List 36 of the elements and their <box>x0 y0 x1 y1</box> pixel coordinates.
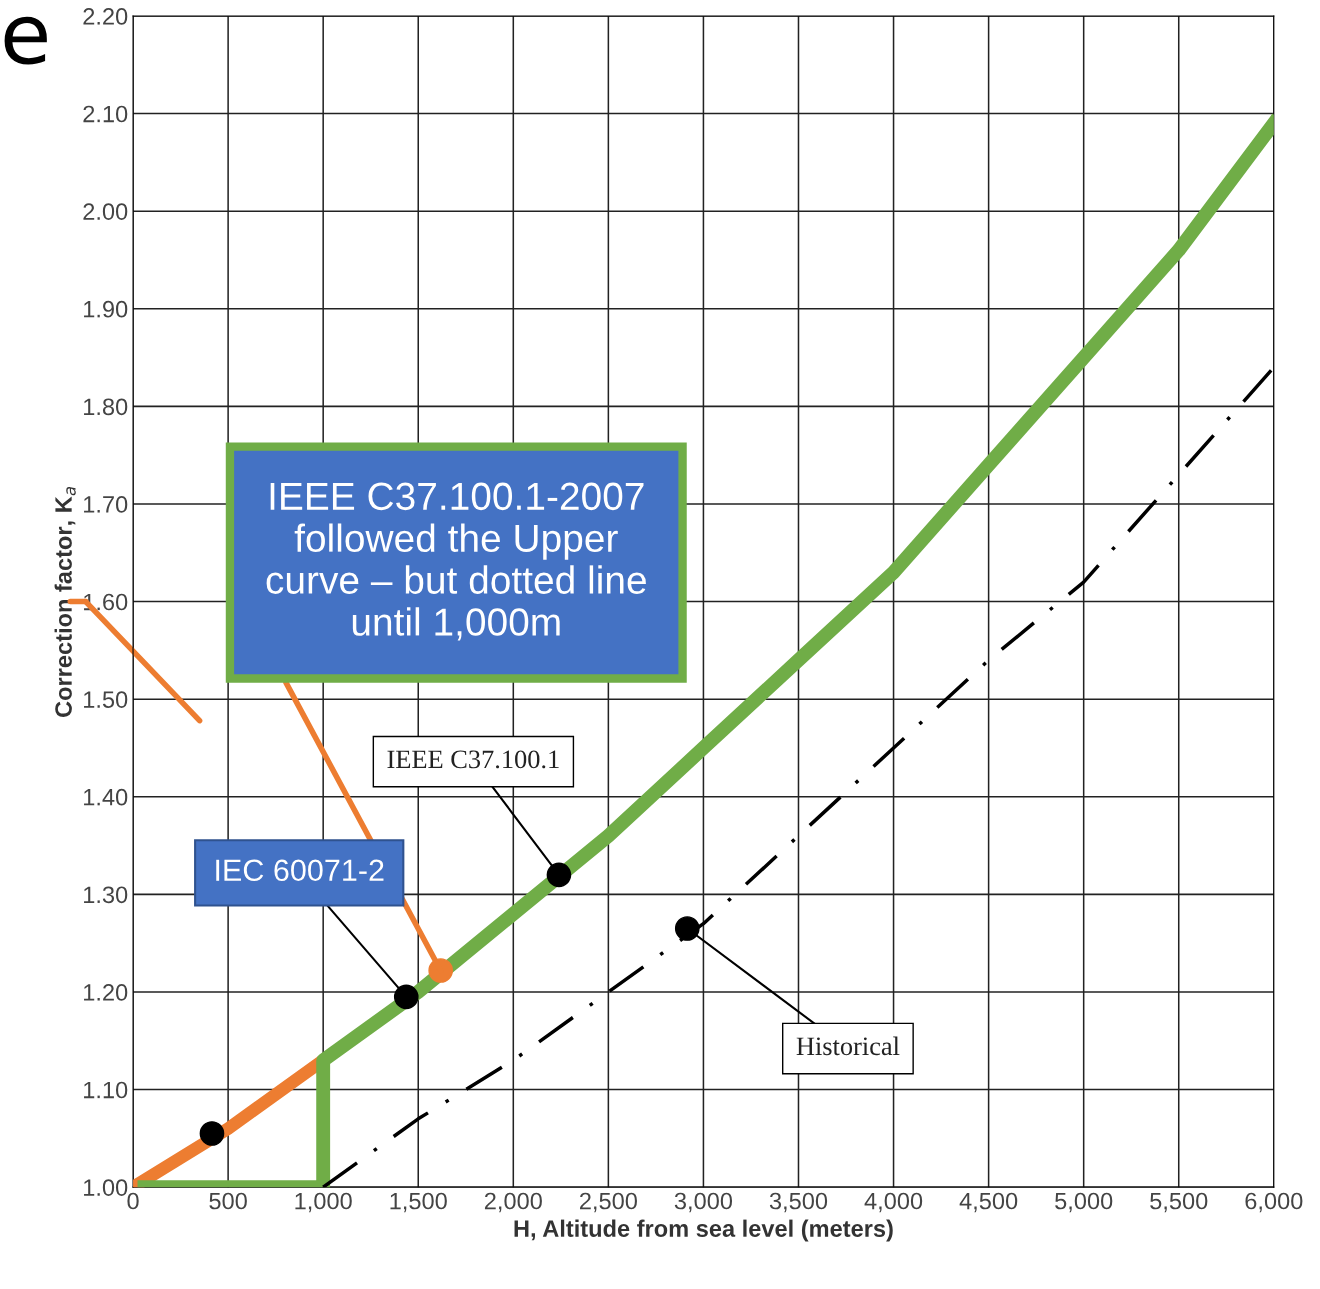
y-tick-label: 1.90 <box>84 300 128 318</box>
point <box>199 1121 225 1146</box>
x-tick-label: 5,000 <box>1055 1192 1113 1213</box>
y-tick-label: 1.70 <box>84 496 128 513</box>
x-tick-label: 4,500 <box>959 1192 1018 1213</box>
x-tick-label: 1,000 <box>295 1192 352 1213</box>
annotation: IEEE C37.100.1 <box>387 750 559 769</box>
y-tick-label: 1.20 <box>84 984 128 1001</box>
text: e <box>4 16 47 65</box>
point <box>393 984 419 1010</box>
y-tick-label: 2.20 <box>83 8 128 25</box>
y-tick-label: 1.00 <box>84 1179 128 1196</box>
x-tick-label: 3,000 <box>674 1192 733 1213</box>
x-tick-label: 2,500 <box>580 1192 637 1213</box>
y-axis-title: Correction factor, K$_{a}$ <box>54 487 76 718</box>
y-tick-label: 1.40 <box>84 788 128 806</box>
y-tick-label: 1.30 <box>84 886 128 904</box>
x-tick-label: 2,000 <box>484 1192 542 1213</box>
y-tick-label: 1.10 <box>84 1081 128 1099</box>
point <box>674 916 700 941</box>
annotation: IEC 60071-2 <box>216 859 384 882</box>
x-axis-title: H, Altitude from sea level (meters) <box>514 1219 893 1242</box>
y-tick-label: 1.80 <box>84 398 128 416</box>
y-tick-label: 2.10 <box>83 105 128 123</box>
x-tick-label: 6,000 <box>1245 1192 1303 1213</box>
x-tick-label: 500 <box>209 1192 247 1210</box>
annotation: IEEE C37.100.1-2007 followed the Upper curve – but dotted line until 1,000m <box>266 482 646 641</box>
x-tick-label: 0 <box>127 1192 139 1210</box>
y-tick-label: 1.50 <box>84 691 128 708</box>
x-tick-label: 5,500 <box>1150 1192 1208 1213</box>
x-tick-label: 1,500 <box>390 1192 447 1213</box>
x-tick-label: 4,000 <box>864 1192 923 1213</box>
y-tick-label: 2.00 <box>83 203 128 220</box>
annotation: Historical <box>796 1036 900 1056</box>
x-tick-label: 3,500 <box>769 1192 828 1213</box>
point <box>546 862 572 888</box>
